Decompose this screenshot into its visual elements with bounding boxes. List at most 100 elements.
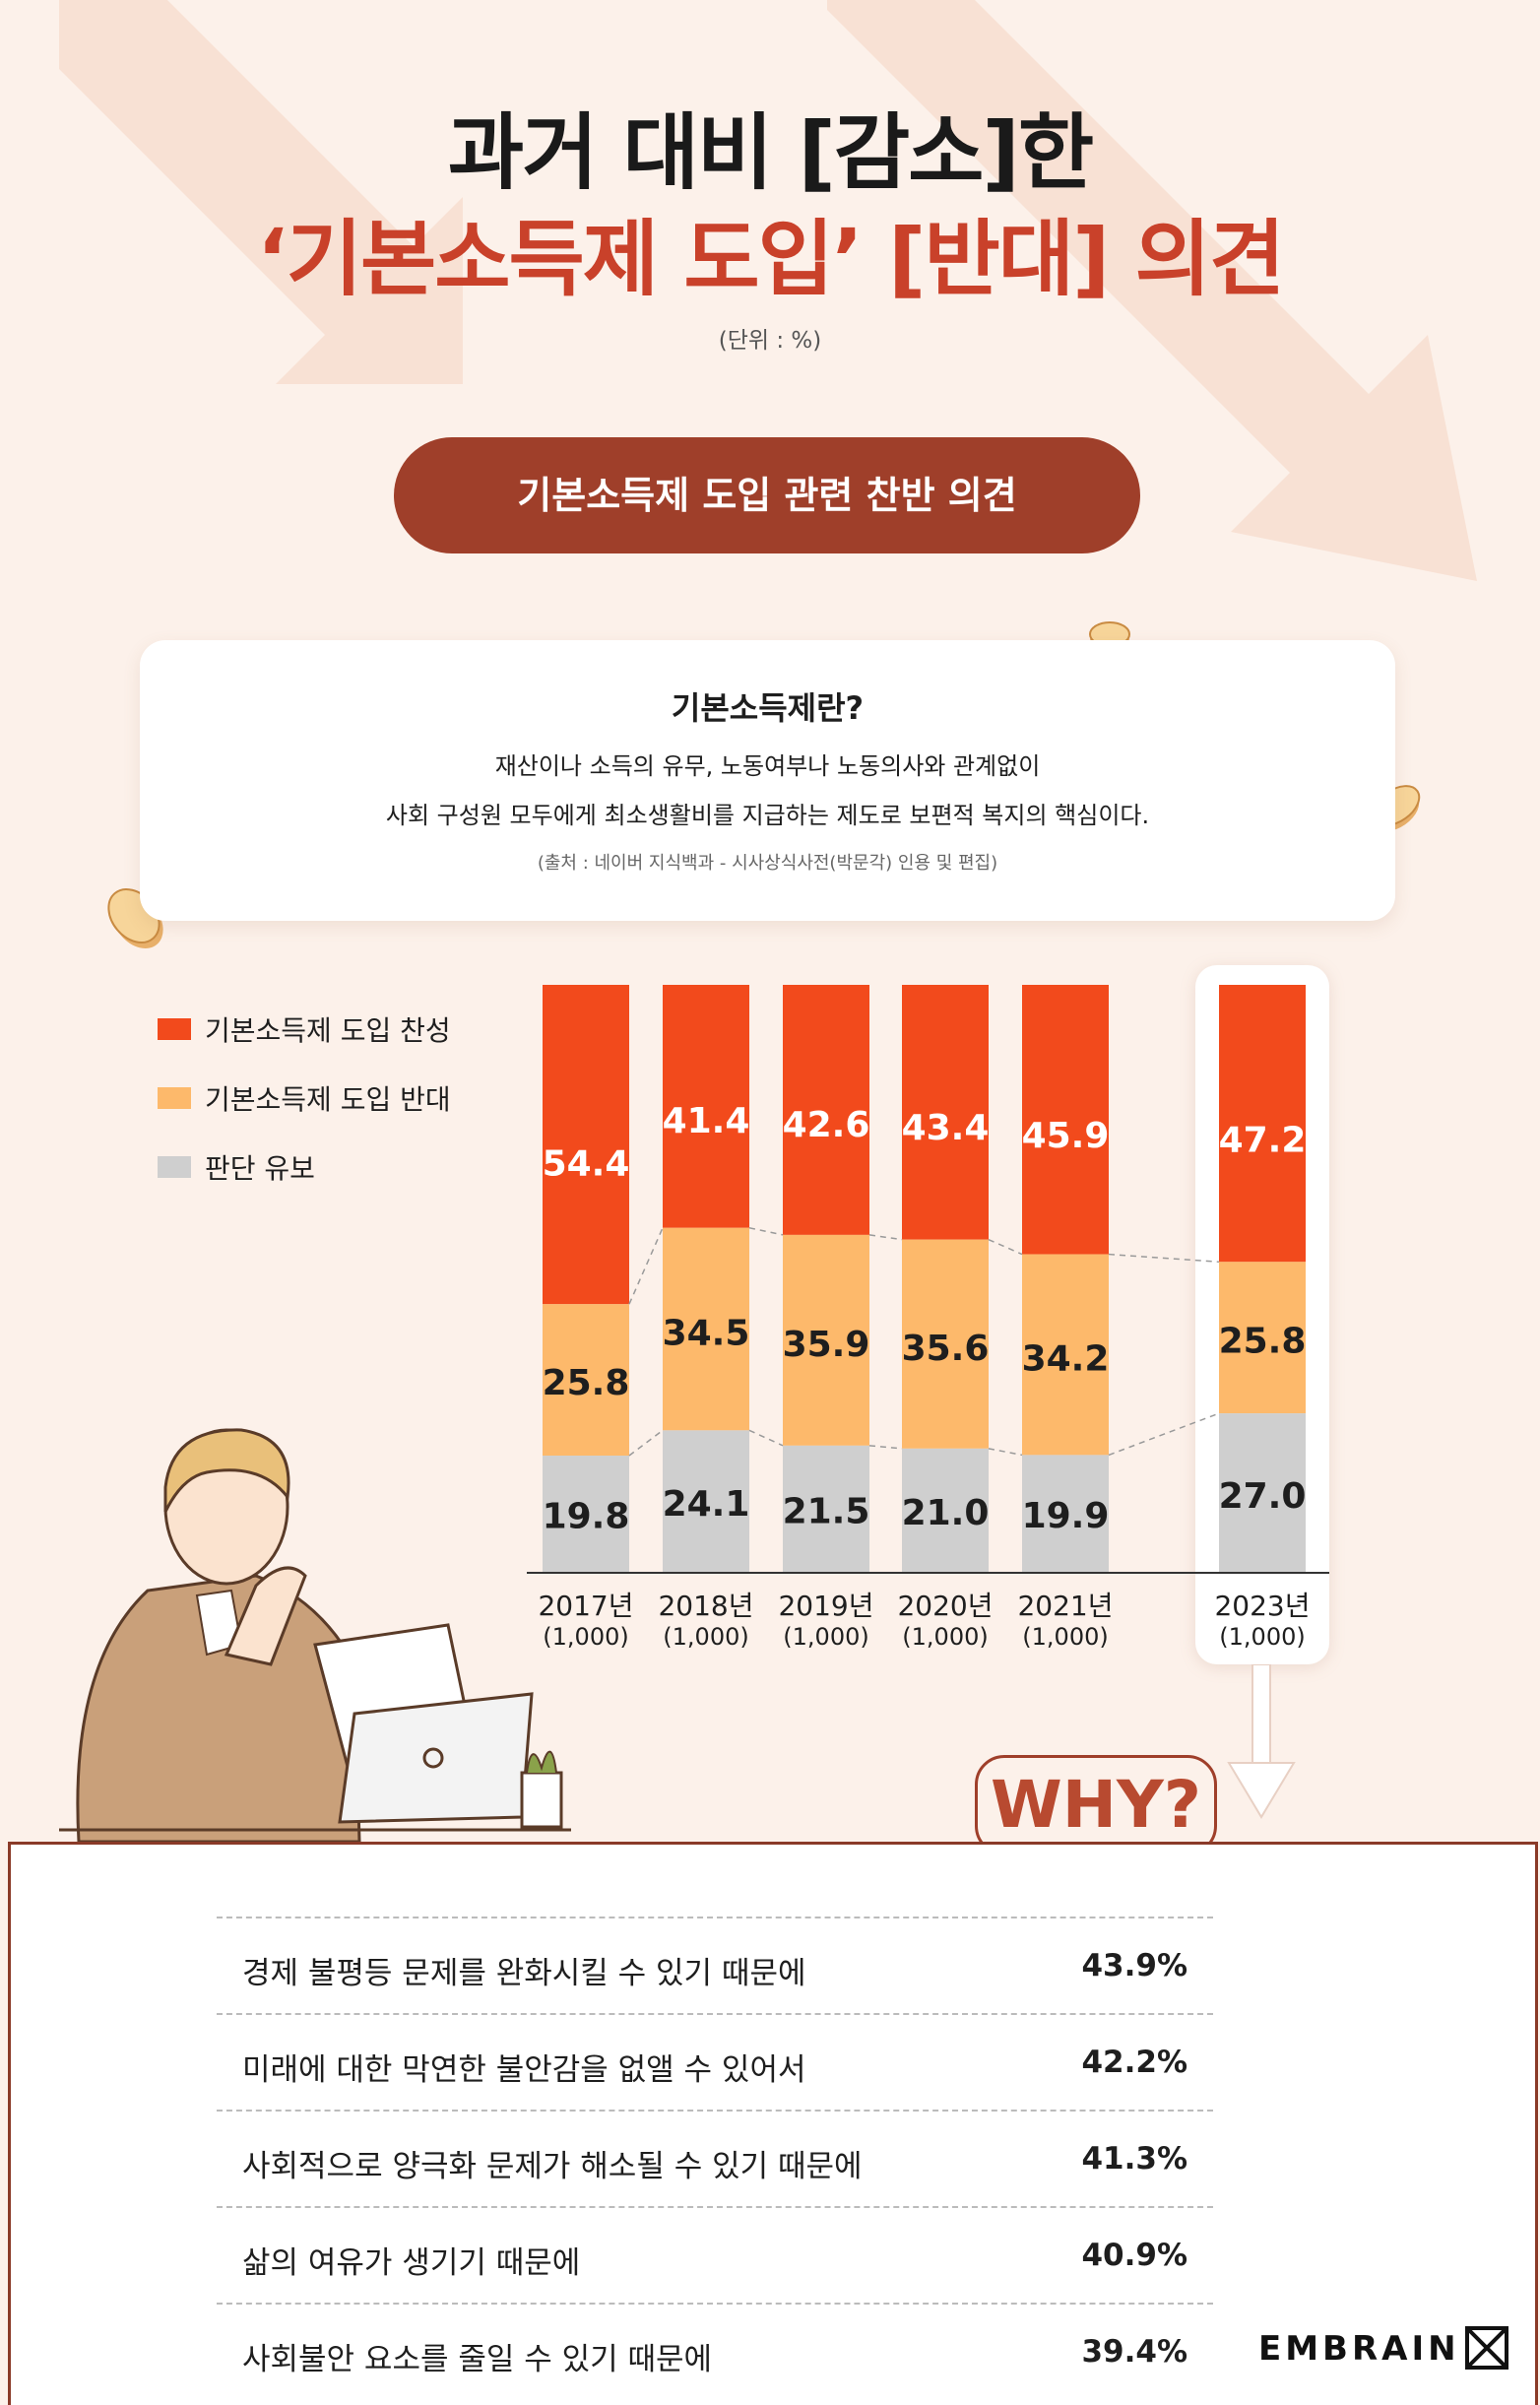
bar-value-label: 25.8 — [543, 1363, 630, 1403]
bar-value-label: 34.5 — [663, 1314, 750, 1354]
background-arrows — [59, 0, 1477, 581]
legend-swatch-favor — [158, 1018, 191, 1040]
reason-row: 사회적으로 양극화 문제가 해소될 수 있기 때문에 41.3% — [217, 2110, 1213, 2206]
bar-value-label: 21.0 — [902, 1493, 990, 1533]
bar-value-label: 35.6 — [902, 1329, 990, 1369]
category-label: 2019년 — [778, 1590, 873, 1622]
bar-segment-favor — [663, 985, 749, 1228]
bar-segment-undecided — [1022, 1455, 1109, 1572]
legend-swatch-oppose — [158, 1087, 191, 1109]
category-label: 2018년 — [658, 1590, 753, 1622]
connector-line — [988, 1238, 1023, 1256]
category-label: 2023년 — [1214, 1590, 1310, 1622]
bar-segment-favor — [783, 985, 869, 1235]
chart-legend: 기본소득제 도입 찬성 기본소득제 도입 반대 판단 유보 — [158, 995, 451, 1202]
bar-value-label: 34.2 — [1022, 1339, 1110, 1380]
connector-line — [868, 1445, 903, 1450]
connector-line — [1108, 1412, 1220, 1457]
bar-value-label: 35.9 — [783, 1325, 870, 1365]
definition-title: 기본소득제란? — [671, 689, 865, 727]
sample-size-label: (1,000) — [663, 1623, 748, 1651]
headline-line-2: ‘기본소득제 도입’ [반대] 의견 — [256, 211, 1285, 307]
bar-value-label: 21.5 — [783, 1491, 870, 1531]
legend-label-oppose: 기본소득제 도입 반대 — [205, 1083, 451, 1116]
bar-segment-undecided — [783, 1445, 869, 1572]
unit-label: (단위 : %) — [718, 328, 822, 354]
reason-value: 41.3% — [1081, 2141, 1187, 2177]
headline-line-1: 과거 대비 [감소]한 — [447, 104, 1094, 201]
stacked-bar-chart: 54.425.819.82017년(1,000)41.434.524.12018… — [527, 965, 1329, 1664]
reason-value: 40.9% — [1081, 2238, 1187, 2273]
connector-line — [868, 1234, 903, 1241]
bar-value-label: 24.1 — [663, 1484, 750, 1525]
reason-row: 사회불안 요소를 줄일 수 있기 때문에 39.4% — [217, 2303, 1213, 2399]
reason-value: 42.2% — [1081, 2045, 1187, 2080]
bar-segment-oppose — [783, 1234, 869, 1446]
sample-size-label: (1,000) — [1022, 1623, 1108, 1651]
bar-segment-oppose — [543, 1304, 629, 1456]
connector-line — [1108, 1253, 1220, 1264]
definition-text-line-2: 사회 구성원 모두에게 최소생활비를 지급하는 제도로 보편적 복지의 핵심이다… — [385, 802, 1150, 829]
bar-segment-favor — [543, 985, 629, 1305]
reason-value: 43.9% — [1081, 1948, 1187, 1983]
category-label: 2020년 — [897, 1590, 993, 1622]
connector-line — [628, 1227, 664, 1305]
reason-row: 미래에 대한 막연한 불안감을 없앨 수 있어서 42.2% — [217, 2013, 1213, 2110]
reason-label: 미래에 대한 막연한 불안감을 없앨 수 있어서 — [242, 2052, 806, 2088]
legend-label-favor: 기본소득제 도입 찬성 — [205, 1014, 451, 1047]
legend-item-undecided: 판단 유보 — [158, 1133, 451, 1202]
sample-size-label: (1,000) — [1219, 1623, 1305, 1651]
bar-segment-undecided — [902, 1448, 989, 1572]
bar-segment-oppose — [1219, 1262, 1306, 1414]
reason-value: 39.4% — [1081, 2334, 1187, 2370]
connector-line — [748, 1227, 784, 1236]
legend-item-favor: 기본소득제 도입 찬성 — [158, 995, 451, 1064]
bar-segment-oppose — [663, 1227, 749, 1431]
bar-value-label: 27.0 — [1219, 1476, 1307, 1517]
definition-text-line-1: 재산이나 소득의 유무, 노동여부나 노동의사와 관계없이 — [494, 752, 1041, 780]
down-arrow-icon — [1227, 1664, 1296, 1819]
reason-row: 삶의 여유가 생기기 때문에 40.9% — [217, 2206, 1213, 2303]
reason-label: 삶의 여유가 생기기 때문에 — [242, 2245, 581, 2281]
reasons-panel — [8, 1842, 1538, 2405]
sample-size-label: (1,000) — [543, 1623, 628, 1651]
bar-segment-undecided — [1219, 1413, 1306, 1572]
bar-value-label: 43.4 — [902, 1108, 990, 1148]
thinking-person-illustration — [59, 1428, 571, 1891]
bar-segment-oppose — [902, 1239, 989, 1449]
bar-value-label: 42.6 — [783, 1105, 870, 1145]
bar-segment-oppose — [1022, 1254, 1109, 1456]
legend-item-oppose: 기본소득제 도입 반대 — [158, 1064, 451, 1133]
bar-segment-undecided — [543, 1455, 629, 1572]
reason-row: 경제 불평등 문제를 완화시킬 수 있기 때문에 43.9% — [217, 1917, 1213, 2013]
bar-value-label: 47.2 — [1219, 1121, 1307, 1161]
bar-value-label: 54.4 — [543, 1144, 630, 1185]
bar-value-label: 45.9 — [1022, 1116, 1110, 1156]
bar-segment-favor — [1219, 985, 1306, 1263]
legend-label-undecided: 판단 유보 — [205, 1152, 315, 1185]
bar-segment-favor — [1022, 985, 1109, 1255]
legend-swatch-undecided — [158, 1156, 191, 1178]
bar-value-label: 19.8 — [543, 1496, 630, 1536]
section-label: 기본소득제 도입 관련 찬반 의견 — [394, 437, 1140, 553]
brand-logo-icon — [1465, 2326, 1508, 2370]
why-badge: WHY? — [975, 1755, 1217, 1855]
brand-logo-text: EMBRAIN — [1258, 2329, 1460, 2369]
bar-segment-undecided — [663, 1430, 749, 1572]
bar-segment-favor — [902, 985, 989, 1240]
definition-source: (출처 : 네이버 지식백과 - 시사상식사전(박문각) 인용 및 편집) — [537, 853, 998, 874]
connector-line — [628, 1429, 664, 1457]
reason-label: 사회적으로 양극화 문제가 해소될 수 있기 때문에 — [242, 2149, 863, 2184]
reason-label: 사회불안 요소를 줄일 수 있기 때문에 — [242, 2342, 713, 2377]
bar-value-label: 25.8 — [1219, 1321, 1307, 1361]
category-label: 2017년 — [538, 1590, 633, 1622]
connector-line — [988, 1448, 1023, 1457]
category-label: 2021년 — [1017, 1590, 1113, 1622]
bar-value-label: 19.9 — [1022, 1496, 1110, 1536]
sample-size-label: (1,000) — [783, 1623, 868, 1651]
reason-label: 경제 불평등 문제를 완화시킬 수 있기 때문에 — [242, 1956, 806, 1991]
definition-card: 기본소득제란? 재산이나 소득의 유무, 노동여부나 노동의사와 관계없이 사회… — [140, 640, 1395, 921]
connector-line — [748, 1429, 784, 1447]
bar-value-label: 41.4 — [663, 1101, 750, 1141]
sample-size-label: (1,000) — [902, 1623, 988, 1651]
